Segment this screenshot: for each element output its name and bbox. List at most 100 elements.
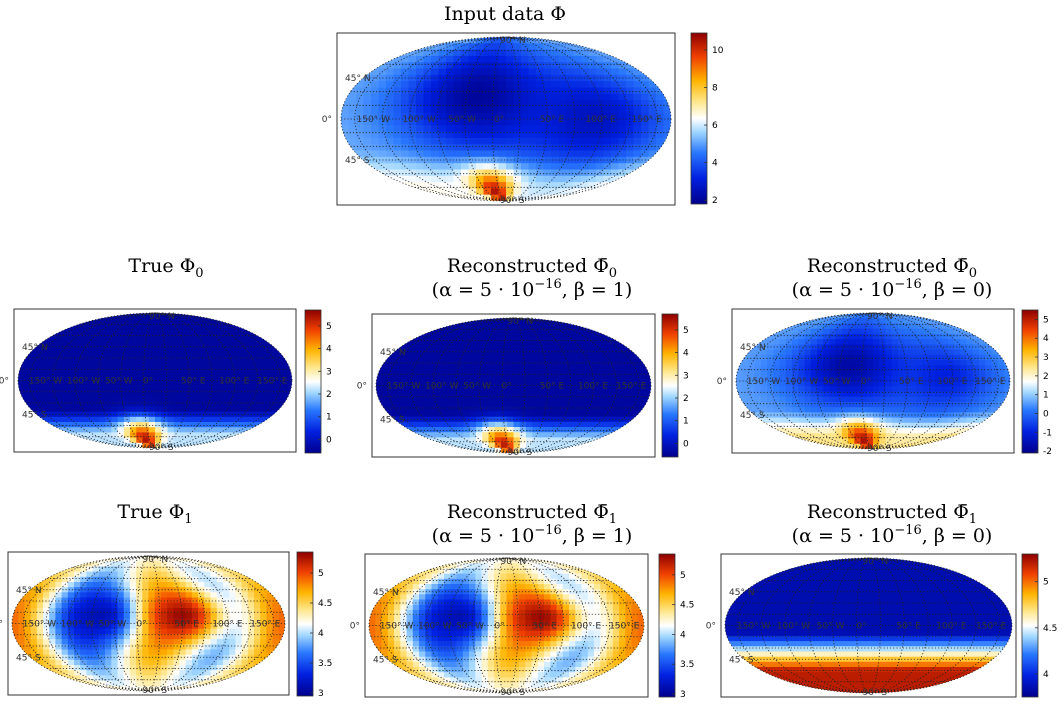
colorbar-tick-label: 4 [326,345,332,355]
graticule [368,557,645,694]
lat-label: 90° S [149,443,174,453]
lat-label: 90° N [508,317,534,327]
panel-title: Reconstructed Φ̄1 [807,501,977,527]
lon-label: 100° E [578,382,609,392]
lon-label: 100° E [212,620,243,630]
lat-label: 0° [0,620,3,630]
colorbar-tick-label: 2 [1043,372,1049,382]
lon-label: 150° W [747,377,781,387]
panel-subtitle: (α = 5 · 10−16, β = 1) [432,277,633,301]
colorbar [661,313,679,458]
lat-label: 0° [322,115,332,125]
panel-7: Reconstructed Φ̄1(α = 5 · 10−16, β = 0) 9… [706,501,1058,698]
colorbar [296,551,314,697]
lon-label: 150° E [609,622,640,632]
colorbar-tick-label: 6 [712,121,718,131]
lon-label: 100° W [777,622,811,632]
colorbar-tick-label: 3 [683,371,689,381]
lon-label: 100° E [219,377,250,387]
colorbar-tick-label: 8 [712,83,718,93]
lat-label: 45° N [729,588,755,598]
lon-label: 150° E [976,622,1007,632]
lat-label: 90° S [500,196,525,206]
colorbar-tick-label: 10 [712,46,724,56]
panel-1: Input data Φ 90° N 45° N 0° 45° S 90° S 150° W… [322,3,724,206]
lat-label: 45° N [22,343,48,353]
lat-label: 90° S [867,444,892,454]
lon-label: 0° [495,622,505,632]
lon-label: 50° E [540,115,565,125]
panel-subtitle: (α = 5 · 10−16, β = 0) [792,277,993,301]
lon-label: 50° E [899,377,924,387]
lon-label: 100° E [586,115,617,125]
lon-label: 0° [857,622,867,632]
lon-label: 100° W [402,115,436,125]
lon-label: 150° W [380,622,414,632]
colorbar-tick-label: 2 [683,394,689,404]
lon-label: 0° [143,377,153,387]
colorbar-tick-label: 4.5 [680,601,694,611]
lat-label: 0° [350,622,360,632]
colorbar-tick-label: 5 [1043,315,1049,325]
lon-label: 150° W [23,620,57,630]
colorbar-tick-label: 4 [1043,334,1049,344]
lon-label: 100° E [937,377,968,387]
colorbar-tick-label: 4.5 [1043,624,1057,634]
lon-label: 100° E [936,622,967,632]
colorbar-tick-label: 0 [1043,409,1049,419]
colorbar-tick-label: 3.5 [318,659,332,669]
panel-subtitle: (α = 5 · 10−16, β = 1) [432,523,633,547]
lat-label: 0° [357,382,367,392]
colorbar-tick-label: 0 [326,435,332,445]
lat-label: 45° S [22,410,47,420]
panel-3: Reconstructed Φ̄0(α = 5 · 10−16, β = 1) 9… [357,255,689,458]
colorbar [304,309,322,454]
colorbar-tick-label: -2 [1043,447,1052,457]
lon-label: 150° E [250,620,281,630]
colorbar-tick-label: 4 [318,629,324,639]
lat-label: 90° N [863,557,889,567]
lon-label: 0° [861,377,871,387]
graticule [17,312,293,449]
lat-label: 45° S [345,156,370,166]
colorbar-tick-label: 5 [326,322,332,332]
colorbar-tick-label: 5 [318,569,324,579]
colorbar-tick-label: 2 [712,196,718,206]
colorbar-tick-label: 5 [1043,578,1049,588]
colorbar-tick-label: 3 [680,690,686,700]
lat-label: 0° [706,622,716,632]
lat-label: 45° N [740,343,766,353]
lat-label: 90° N [501,557,527,567]
graticule [724,557,1013,694]
lat-label: 45° N [380,348,406,358]
lat-label: 90° N [867,312,893,322]
colorbar-tick-label: 1 [326,413,332,423]
lat-label: 90° N [149,312,175,322]
lat-label: 90° N [143,555,169,565]
colorbar-tick-label: 4 [683,349,689,359]
panel-5: True Φ1 90° N 45° N 0° 45° S 90° S 150° W 100° … [0,501,332,699]
lon-label: 100° W [785,377,819,387]
colorbar-tick-label: 5 [680,571,686,581]
colorbar [1021,553,1039,698]
lon-label: 50° E [181,377,206,387]
lon-label: 150° E [975,377,1006,387]
lon-label: 100° W [61,620,95,630]
lon-label: 100° W [67,377,101,387]
lon-label: 50° W [817,622,845,632]
lat-label: 0° [717,377,727,387]
panel-title: Input data Φ [444,3,566,25]
colorbar-tick-label: 3 [326,367,332,377]
lon-label: 150° W [737,622,771,632]
lat-label: 90° S [501,688,526,698]
lon-label: 50° E [174,620,199,630]
colorbar-tick-label: 5 [683,326,689,336]
lat-label: 45° N [345,74,371,84]
lon-label: 50° E [540,382,565,392]
lon-label: 100° E [571,622,602,632]
graticule [375,317,652,454]
lon-label: 50° W [463,382,491,392]
lon-label: 150° E [257,377,288,387]
graticule [11,555,286,692]
